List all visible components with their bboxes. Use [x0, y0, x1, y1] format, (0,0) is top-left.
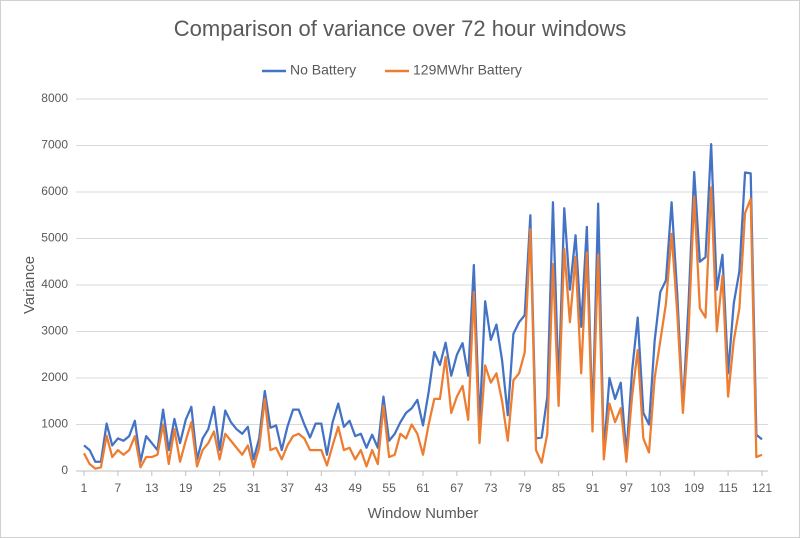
x-tick-label: 79 — [518, 481, 532, 495]
x-tick-label: 7 — [115, 481, 122, 495]
x-tick-label: 25 — [213, 481, 227, 495]
y-tick-label: 3000 — [41, 324, 68, 338]
x-tick-label: 103 — [650, 481, 670, 495]
x-tick-label: 121 — [752, 481, 772, 495]
y-tick-label: 2000 — [41, 370, 68, 384]
x-tick-label: 31 — [247, 481, 261, 495]
chart-title: Comparison of variance over 72 hour wind… — [174, 16, 626, 41]
legend-label: No Battery — [290, 62, 356, 78]
y-tick-label: 8000 — [41, 91, 68, 105]
x-tick-label: 85 — [552, 481, 566, 495]
x-tick-label: 109 — [684, 481, 704, 495]
x-tick-label: 61 — [416, 481, 430, 495]
series-line — [83, 186, 763, 470]
y-tick-label: 7000 — [41, 138, 68, 152]
y-tick-label: 1000 — [41, 417, 68, 431]
x-tick-label: 67 — [450, 481, 464, 495]
x-tick-label: 19 — [179, 481, 193, 495]
y-tick-label: 5000 — [41, 231, 68, 245]
y-axis-title: Variance — [21, 256, 38, 314]
x-tick-label: 49 — [349, 481, 363, 495]
x-tick-label: 97 — [620, 481, 634, 495]
x-tick-label: 1 — [81, 481, 88, 495]
x-tick-label: 43 — [315, 481, 329, 495]
x-tick-label: 115 — [719, 481, 738, 495]
y-tick-label: 4000 — [41, 277, 68, 291]
x-tick-label: 91 — [586, 481, 600, 495]
x-tick-label: 73 — [484, 481, 498, 495]
y-tick-label: 0 — [61, 463, 68, 477]
x-axis-title: Window Number — [368, 505, 479, 522]
x-tick-label: 13 — [145, 481, 159, 495]
x-tick-label: 55 — [382, 481, 396, 495]
x-tick-label: 37 — [281, 481, 295, 495]
legend-label: 129MWhr Battery — [413, 62, 522, 78]
y-tick-label: 6000 — [41, 184, 68, 198]
